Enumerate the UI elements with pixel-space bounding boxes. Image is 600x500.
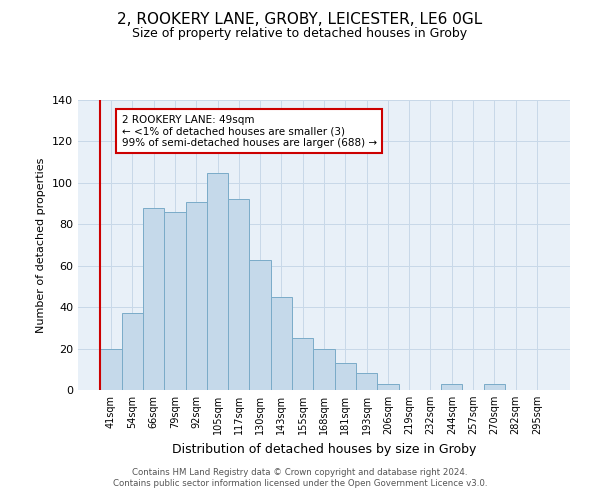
Y-axis label: Number of detached properties: Number of detached properties <box>37 158 46 332</box>
Bar <box>185 202 207 390</box>
Bar <box>207 172 228 390</box>
Bar <box>441 384 463 390</box>
Text: 2, ROOKERY LANE, GROBY, LEICESTER, LE6 0GL: 2, ROOKERY LANE, GROBY, LEICESTER, LE6 0… <box>118 12 482 28</box>
Text: Contains HM Land Registry data © Crown copyright and database right 2024.
Contai: Contains HM Land Registry data © Crown c… <box>113 468 487 487</box>
X-axis label: Distribution of detached houses by size in Groby: Distribution of detached houses by size … <box>172 442 476 456</box>
Bar <box>164 212 185 390</box>
Bar <box>250 260 271 390</box>
Bar <box>377 384 398 390</box>
Bar <box>292 338 313 390</box>
Bar <box>335 363 356 390</box>
Bar <box>228 200 250 390</box>
Bar <box>122 314 143 390</box>
Bar <box>100 348 122 390</box>
Bar <box>271 297 292 390</box>
Bar <box>484 384 505 390</box>
Bar <box>313 348 335 390</box>
Text: Size of property relative to detached houses in Groby: Size of property relative to detached ho… <box>133 28 467 40</box>
Text: 2 ROOKERY LANE: 49sqm
← <1% of detached houses are smaller (3)
99% of semi-detac: 2 ROOKERY LANE: 49sqm ← <1% of detached … <box>122 114 377 148</box>
Bar <box>143 208 164 390</box>
Bar <box>356 374 377 390</box>
